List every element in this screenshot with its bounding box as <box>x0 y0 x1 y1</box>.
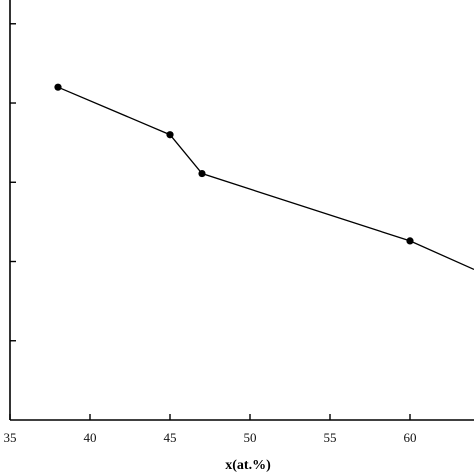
x-tick-label: 45 <box>164 430 177 445</box>
x-tick-label: 55 <box>324 430 337 445</box>
series <box>54 83 474 271</box>
data-point <box>166 131 174 139</box>
x-tick-label: 50 <box>244 430 257 445</box>
axes <box>9 0 474 421</box>
ticks: 35 40 45 50 55 60 <box>4 23 417 445</box>
x-tick-label: 60 <box>404 430 417 445</box>
x-tick-label: 35 <box>4 430 17 445</box>
data-point <box>54 83 62 91</box>
data-point <box>198 169 206 178</box>
x-tick-label: 40 <box>84 430 97 445</box>
data-point <box>406 237 414 245</box>
x-axis-title: x(at.%) <box>225 458 271 473</box>
